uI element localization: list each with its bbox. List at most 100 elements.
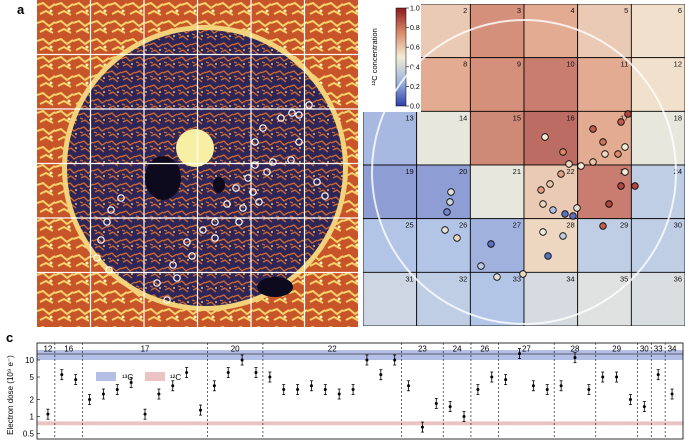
dose-point (545, 388, 549, 392)
dose-point (171, 384, 175, 388)
group-label: 30 (640, 345, 649, 354)
measurement-dot (621, 143, 629, 151)
group-label: 16 (64, 345, 73, 354)
measurement-dot (477, 262, 485, 270)
analysis-spot-ring (93, 254, 101, 262)
measurement-dot (559, 148, 567, 156)
grid-cell-label: 26 (459, 221, 467, 230)
colorbar-tick-label: 0.4 (410, 64, 420, 71)
grid-cell-label: 32 (459, 274, 467, 283)
analysis-spot-ring (103, 218, 111, 226)
dose-point (656, 373, 660, 377)
group-label: 22 (328, 345, 337, 354)
group-label: 27 (522, 345, 531, 354)
grid-cell-label: 17 (620, 113, 628, 122)
sample-circle (371, 19, 677, 325)
hole-dark-small (213, 177, 225, 193)
grid-cell (416, 164, 471, 220)
analysis-spot-ring (163, 296, 171, 304)
dose-point (351, 388, 355, 392)
grid-cell-label: 3 (517, 6, 521, 15)
grid-cell-label: 33 (513, 274, 521, 283)
measurement-dot (599, 138, 607, 146)
colorbar-bg (363, 4, 421, 112)
colorbar-tick-label: 0.2 (410, 84, 420, 91)
dose-point (393, 358, 397, 362)
measurement-dot (617, 118, 625, 126)
grid-cell (416, 110, 471, 166)
grid-cell-label: 28 (566, 221, 574, 230)
analysis-spot-ring (235, 218, 243, 226)
measurement-dot (577, 162, 585, 170)
analysis-spot-ring (321, 192, 329, 200)
grid-cell-label: 36 (674, 274, 682, 283)
group-label: 17 (141, 345, 150, 354)
group-label: 24 (453, 345, 462, 354)
measurement-dot (493, 273, 501, 281)
grid-cell (630, 110, 685, 166)
dose-point (74, 378, 78, 382)
grid-cell-label: 29 (620, 221, 628, 230)
grid-cell (523, 218, 579, 273)
measurement-dot (443, 208, 451, 216)
grid-cell-label: 14 (459, 113, 467, 122)
grid-cell-label: 30 (674, 221, 682, 230)
dose-point (282, 388, 286, 392)
grid-cell (469, 57, 525, 112)
dose-point (337, 392, 341, 396)
dose-point (240, 358, 244, 362)
grid-cell (577, 271, 632, 327)
concentration-svg: 2345689101112131415161718192021222324252… (362, 3, 685, 327)
panel-c-dose-chart: 10 5 2 1 0.5 Electron dose (10⁹ e⁻) ¹³C ¹²C 12 16… (0, 333, 685, 443)
analysis-spot-ring (277, 114, 285, 122)
grid-cell (416, 271, 471, 327)
dose-point (296, 388, 300, 392)
analysis-spot-ring (239, 204, 247, 212)
dose-point (88, 398, 92, 402)
colorbar-gradient (395, 7, 407, 107)
grid-cell (469, 110, 525, 166)
dose-point (379, 373, 383, 377)
colorbar: ¹²C concentration 1.0 0.8 0.6 0.4 0.2 0.0 (363, 4, 421, 112)
dose-point (504, 378, 508, 382)
measurement-dot (446, 198, 454, 206)
measurement-dot (537, 186, 545, 194)
panel-a-micrograph (37, 0, 358, 327)
dose-point (185, 371, 189, 375)
dose-point (587, 388, 591, 392)
y-tick-label: 1 (30, 413, 35, 422)
grid-cell-label: 19 (405, 167, 413, 176)
dose-point (642, 405, 646, 409)
analysis-spot-ring (153, 279, 161, 287)
measurement-dot (519, 270, 527, 278)
measurement-dot (565, 160, 573, 168)
grid-cell-label: 5 (624, 6, 628, 15)
colorbar-tick-label: 0.6 (410, 45, 420, 52)
y-axis-label: Electron dose (10⁹ e⁻) (6, 355, 15, 435)
panel-c-label: c (6, 330, 14, 345)
y-tick-label: 5 (30, 373, 35, 382)
dose-point (490, 375, 494, 379)
grid-cell-label: 15 (513, 113, 521, 122)
measurement-dot (617, 182, 625, 190)
dose-point (254, 371, 258, 375)
analysis-spot-ring (287, 156, 295, 164)
analysis-spot-ring (269, 158, 277, 166)
analysis-spot-ring (169, 261, 177, 269)
group-label: 20 (231, 345, 240, 354)
grid-cell-label: 24 (674, 167, 682, 176)
c13-reference-band (37, 350, 683, 361)
dose-point (615, 375, 619, 379)
measurement-dot (631, 182, 639, 190)
analysis-spot-ring (188, 252, 196, 260)
grid-cell-label: 34 (566, 274, 574, 283)
analysis-spot-ring (251, 138, 259, 146)
analysis-spot-ring (199, 226, 207, 234)
dose-point (101, 392, 105, 396)
dose-point (434, 401, 438, 405)
measurement-dot (441, 226, 449, 234)
group-label: 28 (571, 345, 580, 354)
grid-cell (416, 57, 471, 112)
c12-reference-band (37, 421, 683, 426)
measurement-dot (541, 133, 549, 141)
